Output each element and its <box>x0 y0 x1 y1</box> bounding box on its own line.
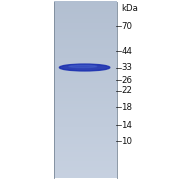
Ellipse shape <box>59 64 110 71</box>
Text: 10: 10 <box>122 137 132 146</box>
Ellipse shape <box>69 65 97 68</box>
Text: 44: 44 <box>122 47 132 56</box>
Text: 14: 14 <box>122 121 132 130</box>
Text: kDa: kDa <box>122 4 138 13</box>
Text: 18: 18 <box>122 103 132 112</box>
Text: 33: 33 <box>122 63 132 72</box>
Text: 70: 70 <box>122 22 132 31</box>
Text: 26: 26 <box>122 76 132 85</box>
Text: 22: 22 <box>122 86 132 95</box>
